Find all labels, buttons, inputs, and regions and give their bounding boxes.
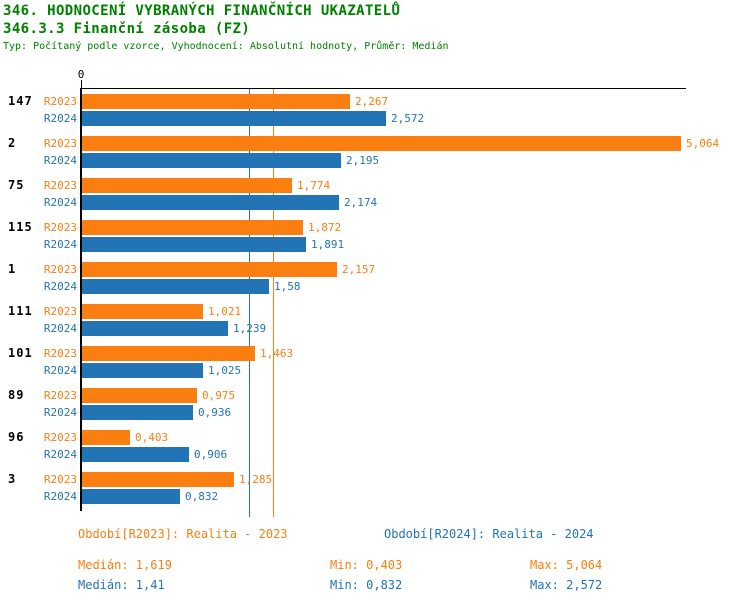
page-title: 346. HODNOCENÍ VYBRANÝCH FINANČNÍCH UKAZ… <box>3 3 401 19</box>
bar-value-label-r2024: 0,832 <box>185 490 219 503</box>
series-row-label-r2024: R2024 <box>43 112 77 125</box>
series-row-label-r2023: R2023 <box>43 179 77 192</box>
series-row-label-r2023: R2023 <box>43 137 77 150</box>
bar-r2023 <box>82 304 203 319</box>
chart-category-label: 1 <box>8 262 17 276</box>
bar-r2024 <box>82 321 228 336</box>
bar-r2024 <box>82 111 386 126</box>
bar-r2024 <box>82 279 269 294</box>
bar-value-label-r2024: 2,572 <box>391 112 425 125</box>
bar-value-label-r2024: 1,025 <box>208 364 242 377</box>
bar-r2024 <box>82 489 180 504</box>
bar-value-label-r2024: 1,58 <box>274 280 301 293</box>
bar-value-label-r2024: 2,174 <box>344 196 378 209</box>
median-line-r2023 <box>273 89 274 517</box>
bar-value-label-r2023: 1,021 <box>208 305 242 318</box>
series-row-label-r2023: R2023 <box>43 95 77 108</box>
series-row-label-r2024: R2024 <box>43 154 77 167</box>
series-row-label-r2023: R2023 <box>43 221 77 234</box>
bar-r2023 <box>82 472 234 487</box>
stat-min-r2023: Min: 0,403 <box>330 558 403 572</box>
series-row-label-r2024: R2024 <box>43 280 77 293</box>
bar-r2023 <box>82 220 303 235</box>
series-row-label-r2023: R2023 <box>43 473 77 486</box>
chart-meta-line: Typ: Počítaný podle vzorce, Vyhodnocení:… <box>3 41 449 52</box>
legend-r2024: Období[R2024]: Realita - 2024 <box>384 527 594 541</box>
bar-value-label-r2023: 2,267 <box>355 95 389 108</box>
chart-category-label: 75 <box>8 178 25 192</box>
series-row-label-r2023: R2023 <box>43 305 77 318</box>
bar-r2024 <box>82 447 189 462</box>
bar-value-label-r2023: 5,064 <box>686 137 720 150</box>
stat-min-r2024: Min: 0,832 <box>330 578 403 592</box>
bar-value-label-r2023: 1,872 <box>308 221 342 234</box>
series-row-label-r2023: R2023 <box>43 347 77 360</box>
bar-value-label-r2023: 0,403 <box>135 431 169 444</box>
bar-value-label-r2023: 1,463 <box>260 347 294 360</box>
stat-median-r2023: Medián: 1,619 <box>78 558 172 572</box>
bar-value-label-r2023: 0,975 <box>202 389 236 402</box>
bar-r2023 <box>82 430 130 445</box>
x-axis-zero-label: 0 <box>77 68 85 81</box>
stat-max-r2023: Max: 5,064 <box>530 558 603 572</box>
bar-value-label-r2024: 0,936 <box>198 406 232 419</box>
series-row-label-r2024: R2024 <box>43 406 77 419</box>
chart-category-label: 111 <box>8 304 33 318</box>
bar-value-label-r2023: 1,774 <box>297 179 331 192</box>
chart-subtitle: 346.3.3 Finanční zásoba (FZ) <box>3 21 251 37</box>
series-row-label-r2024: R2024 <box>43 322 77 335</box>
bar-r2024 <box>82 405 193 420</box>
bar-r2023 <box>82 346 255 361</box>
series-row-label-r2024: R2024 <box>43 196 77 209</box>
chart-category-label: 89 <box>8 388 25 402</box>
bar-r2023 <box>82 136 681 151</box>
series-row-label-r2023: R2023 <box>43 263 77 276</box>
bar-r2023 <box>82 178 292 193</box>
y-axis-line <box>80 88 82 511</box>
series-row-label-r2024: R2024 <box>43 490 77 503</box>
bar-r2024 <box>82 363 203 378</box>
chart-category-label: 115 <box>8 220 33 234</box>
bar-value-label-r2024: 1,239 <box>233 322 267 335</box>
bar-value-label-r2024: 0,906 <box>194 448 228 461</box>
bar-r2024 <box>82 237 306 252</box>
bar-r2023 <box>82 388 197 403</box>
chart-category-label: 147 <box>8 94 33 108</box>
bar-r2023 <box>82 262 337 277</box>
bar-value-label-r2023: 2,157 <box>342 263 376 276</box>
series-row-label-r2023: R2023 <box>43 389 77 402</box>
bar-r2023 <box>82 94 350 109</box>
chart-category-label: 96 <box>8 430 25 444</box>
x-axis-zero-tick <box>81 80 82 88</box>
bar-value-label-r2023: 1,285 <box>239 473 273 486</box>
series-row-label-r2024: R2024 <box>43 364 77 377</box>
bar-r2024 <box>82 195 339 210</box>
x-axis-line <box>81 88 686 89</box>
bar-r2024 <box>82 153 341 168</box>
legend-r2023: Období[R2023]: Realita - 2023 <box>78 527 288 541</box>
stat-max-r2024: Max: 2,572 <box>530 578 603 592</box>
bar-value-label-r2024: 1,891 <box>311 238 345 251</box>
chart-category-label: 101 <box>8 346 33 360</box>
bar-value-label-r2024: 2,195 <box>346 154 380 167</box>
series-row-label-r2023: R2023 <box>43 431 77 444</box>
series-row-label-r2024: R2024 <box>43 448 77 461</box>
chart-category-label: 3 <box>8 472 17 486</box>
series-row-label-r2024: R2024 <box>43 238 77 251</box>
chart-category-label: 2 <box>8 136 17 150</box>
stat-median-r2024: Medián: 1,41 <box>78 578 165 592</box>
median-line-r2024 <box>249 89 250 517</box>
